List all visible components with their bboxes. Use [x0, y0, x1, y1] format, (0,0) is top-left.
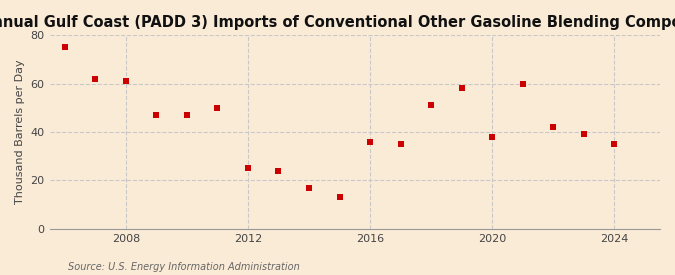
- Point: [609, 142, 620, 146]
- Title: Annual Gulf Coast (PADD 3) Imports of Conventional Other Gasoline Blending Compo: Annual Gulf Coast (PADD 3) Imports of Co…: [0, 15, 675, 30]
- Text: Source: U.S. Energy Information Administration: Source: U.S. Energy Information Administ…: [68, 262, 299, 272]
- Point: [59, 45, 70, 50]
- Point: [334, 195, 345, 199]
- Point: [517, 81, 528, 86]
- Point: [456, 86, 467, 91]
- Point: [151, 113, 162, 117]
- Point: [120, 79, 131, 83]
- Point: [182, 113, 192, 117]
- Point: [426, 103, 437, 108]
- Point: [90, 77, 101, 81]
- Point: [304, 185, 315, 190]
- Y-axis label: Thousand Barrels per Day: Thousand Barrels per Day: [15, 60, 25, 204]
- Point: [273, 169, 284, 173]
- Point: [578, 132, 589, 137]
- Point: [364, 139, 375, 144]
- Point: [487, 135, 497, 139]
- Point: [395, 142, 406, 146]
- Point: [548, 125, 559, 129]
- Point: [212, 106, 223, 110]
- Point: [242, 166, 253, 170]
